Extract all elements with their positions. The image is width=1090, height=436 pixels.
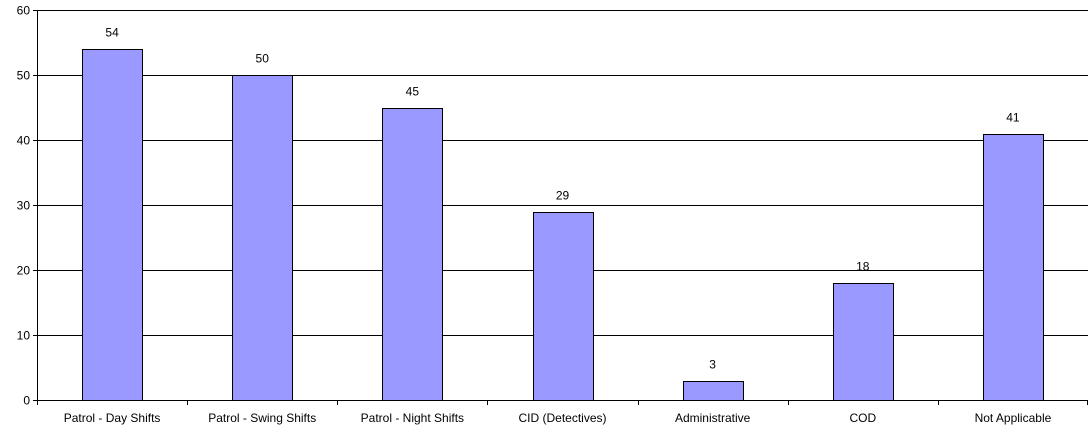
axes bbox=[33, 10, 1088, 405]
y-tick-label-50: 50 bbox=[17, 69, 31, 83]
bar-0 bbox=[82, 49, 143, 401]
x-tick-label-0: Patrol - Day Shifts bbox=[64, 411, 161, 425]
y-tick-label-30: 30 bbox=[17, 199, 31, 213]
x-tick-label-1: Patrol - Swing Shifts bbox=[208, 411, 316, 425]
data-label-5: 18 bbox=[856, 260, 870, 274]
x-tick-label-4: Administrative bbox=[675, 411, 751, 425]
data-label-4: 3 bbox=[709, 358, 716, 372]
bar-6 bbox=[983, 134, 1044, 401]
y-tick-label-40: 40 bbox=[17, 134, 31, 148]
x-tick-label-3: CID (Detectives) bbox=[518, 411, 606, 425]
y-tick-label-0: 0 bbox=[23, 394, 30, 408]
labels: 0 10 20 30 40 50 60 54 Patrol - Day Shifts 50 Patr… bbox=[17, 4, 1052, 426]
bar-3 bbox=[533, 212, 594, 401]
bar-2 bbox=[382, 108, 443, 401]
data-label-1: 50 bbox=[256, 52, 270, 66]
bars bbox=[82, 49, 1044, 401]
x-tick-label-2: Patrol - Night Shifts bbox=[361, 411, 464, 425]
bar-1 bbox=[232, 75, 293, 401]
data-label-2: 45 bbox=[406, 85, 420, 99]
x-tick-label-5: COD bbox=[849, 411, 876, 425]
y-tick-label-60: 60 bbox=[17, 4, 31, 18]
bar-4 bbox=[683, 381, 744, 401]
y-tick-label-20: 20 bbox=[17, 264, 31, 278]
x-tick-label-6: Not Applicable bbox=[975, 411, 1052, 425]
data-label-6: 41 bbox=[1006, 111, 1020, 125]
bar-5 bbox=[833, 283, 894, 401]
y-tick-label-10: 10 bbox=[17, 329, 31, 343]
data-label-0: 54 bbox=[105, 26, 119, 40]
data-label-3: 29 bbox=[556, 189, 570, 203]
gridlines bbox=[37, 10, 1088, 336]
